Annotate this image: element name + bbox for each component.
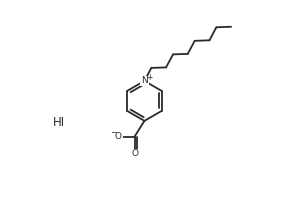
Text: O: O (115, 132, 122, 141)
Text: +: + (146, 73, 153, 82)
Text: O: O (131, 149, 138, 158)
Text: N: N (141, 76, 148, 85)
Text: −: − (110, 128, 116, 137)
Text: HI: HI (53, 116, 65, 129)
